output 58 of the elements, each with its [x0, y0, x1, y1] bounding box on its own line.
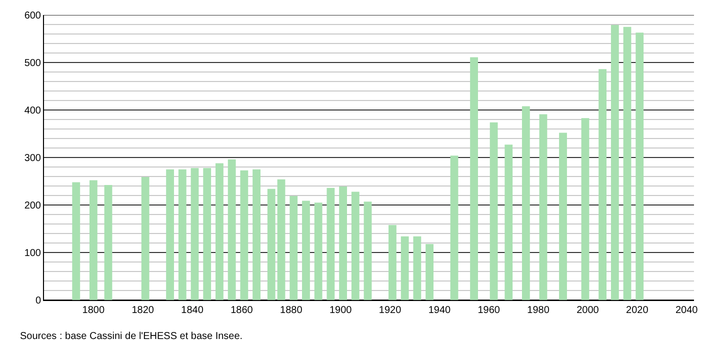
y-tick-label: 500	[24, 58, 42, 69]
bar	[490, 122, 498, 300]
x-tick-label: 1960	[478, 305, 500, 316]
source-note: Sources : base Cassini de l'EHESS et base Insee.	[20, 331, 243, 340]
bar	[539, 114, 548, 300]
x-tick-label: 1940	[428, 305, 451, 316]
bar	[166, 169, 174, 300]
bar	[413, 236, 422, 300]
x-tick-label: 1900	[329, 305, 352, 316]
bar	[559, 132, 567, 300]
bar	[450, 156, 458, 300]
bar	[240, 170, 248, 300]
bar	[141, 176, 150, 300]
bar	[364, 202, 372, 300]
x-tick-label: 1800	[82, 305, 105, 316]
bar	[178, 169, 186, 300]
x-tick-label: 1840	[181, 305, 204, 316]
bar	[581, 118, 590, 300]
bar	[203, 168, 212, 300]
x-tick-label: 2000	[576, 305, 600, 316]
x-tick-label: 2020	[626, 305, 649, 316]
y-tick-label: 400	[24, 106, 42, 116]
bar	[400, 236, 409, 300]
bar	[267, 188, 276, 300]
y-tick-label: 600	[24, 10, 42, 22]
bar	[89, 180, 98, 300]
bar	[252, 169, 260, 300]
bar	[610, 24, 619, 300]
y-tick-label: 0	[35, 296, 42, 306]
bar	[388, 224, 396, 300]
bar	[216, 163, 224, 300]
bar	[326, 188, 335, 300]
bar	[290, 196, 298, 300]
bar	[636, 32, 644, 300]
bar	[522, 106, 530, 300]
bar	[504, 144, 513, 300]
bar	[314, 202, 322, 300]
y-tick-label: 300	[24, 153, 42, 164]
bar	[426, 244, 434, 300]
y-tick-label: 200	[24, 200, 42, 212]
bar	[351, 192, 360, 300]
bar	[302, 200, 310, 300]
bar	[228, 159, 236, 300]
x-tick-label: 1920	[378, 305, 402, 316]
bar	[470, 57, 478, 300]
x-tick-label: 1860	[230, 305, 254, 316]
bar	[598, 69, 607, 300]
bar	[339, 186, 347, 300]
bar	[277, 179, 286, 300]
x-tick-label: 1880	[280, 305, 303, 316]
x-tick-label: 2040	[675, 305, 698, 316]
bar	[623, 26, 632, 300]
x-tick-label: 1980	[527, 305, 550, 316]
bar	[72, 182, 80, 300]
x-tick-label: 1820	[132, 305, 154, 316]
bar	[190, 168, 199, 300]
y-tick-label: 100	[24, 248, 42, 259]
bar	[104, 185, 112, 300]
